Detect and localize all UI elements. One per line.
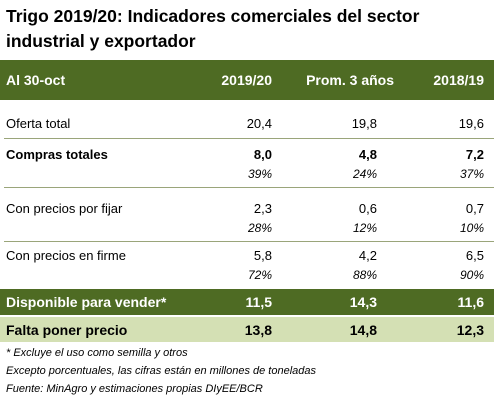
row-separator (4, 241, 494, 242)
header-col-2019-20: 2019/20 (221, 72, 272, 88)
row-precios-por-fijar-pct: 28% 12% 10% (0, 219, 494, 237)
note-excluye: * Excluye el uso como semilla y otros (6, 347, 188, 359)
cell-percent: 88% (352, 268, 377, 282)
cell-value: 4,2 (358, 247, 377, 263)
cell-value: 14,3 (349, 294, 377, 310)
cell-value: 19,6 (458, 115, 484, 131)
cell-value: 13,8 (244, 321, 272, 338)
cell-percent: 37% (459, 167, 484, 181)
row-precios-en-firme: Con precios en firme 5,8 4,2 6,5 (0, 245, 494, 265)
table-header: Al 30-oct 2019/20 Prom. 3 años 2018/19 (0, 60, 494, 100)
row-separator (4, 187, 494, 188)
row-label: Falta poner precio (6, 321, 128, 338)
row-label: Con precios por fijar (6, 200, 123, 216)
cell-percent: 72% (247, 268, 272, 282)
row-label: Oferta total (6, 115, 71, 131)
cell-percent: 10% (459, 221, 484, 235)
row-disponible-para-vender: Disponible para vender* 11,5 14,3 11,6 (0, 289, 494, 315)
row-oferta-total: Oferta total 20,4 19,8 19,6 (0, 112, 494, 134)
cell-value: 7,2 (465, 146, 484, 162)
header-col-prom: Prom. 3 años (306, 72, 394, 88)
row-compras-totales: Compras totales 8,0 4,8 7,2 (0, 144, 494, 164)
cell-value: 0,6 (358, 200, 377, 216)
note-units: Excepto porcentuales, las cifras están e… (6, 365, 317, 377)
row-label: Con precios en firme (6, 247, 126, 263)
cell-value: 20,4 (246, 115, 272, 131)
row-falta-poner-precio: Falta poner precio 13,8 14,8 12,3 (0, 317, 494, 342)
cell-value: 2,3 (253, 200, 272, 216)
cell-value: 6,5 (465, 247, 484, 263)
header-label: Al 30-oct (6, 72, 66, 88)
row-separator (4, 138, 494, 139)
cell-value: 0,7 (465, 200, 484, 216)
title-line-2: industrial y exportador (6, 31, 196, 51)
header-col-2018-19: 2018/19 (433, 72, 484, 88)
cell-value: 4,8 (358, 146, 377, 162)
title-line-1: Trigo 2019/20: Indicadores comerciales d… (6, 6, 420, 26)
cell-percent: 24% (352, 167, 377, 181)
note-source: Fuente: MinAgro y estimaciones propias D… (6, 383, 263, 395)
cell-value: 11,5 (245, 294, 272, 310)
cell-value: 19,8 (351, 115, 377, 131)
cell-percent: 28% (247, 221, 272, 235)
table-title: Trigo 2019/20: Indicadores comerciales d… (6, 4, 494, 54)
row-compras-totales-pct: 39% 24% 37% (0, 165, 494, 183)
table-notes: * Excluye el uso como semilla y otros Ex… (6, 344, 316, 398)
cell-value: 11,6 (457, 294, 484, 310)
row-precios-por-fijar: Con precios por fijar 2,3 0,6 0,7 (0, 198, 494, 218)
cell-percent: 12% (352, 221, 377, 235)
row-label: Compras totales (6, 146, 108, 162)
row-label: Disponible para vender* (6, 294, 167, 310)
cell-value: 5,8 (253, 247, 272, 263)
cell-percent: 39% (247, 167, 272, 181)
cell-value: 12,3 (456, 321, 484, 338)
row-precios-en-firme-pct: 72% 88% 90% (0, 266, 494, 284)
cell-value: 14,8 (349, 321, 377, 338)
cell-value: 8,0 (253, 146, 272, 162)
cell-percent: 90% (459, 268, 484, 282)
